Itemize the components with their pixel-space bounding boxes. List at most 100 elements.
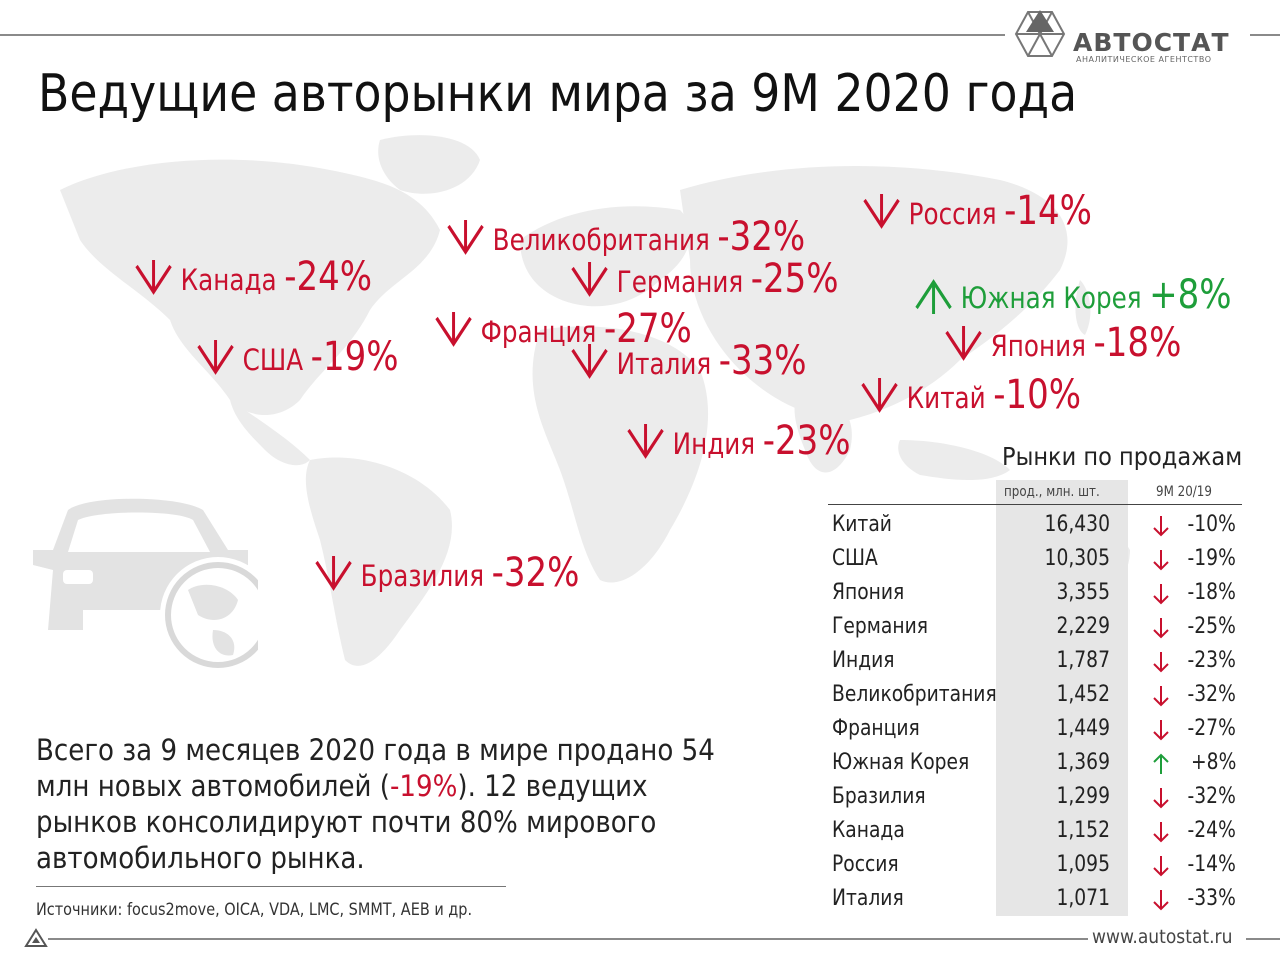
map-label-japan: Япония -18% (944, 320, 1181, 366)
map-label-pct: -19% (310, 334, 399, 380)
table-cell-country: Великобритания (832, 682, 997, 707)
arrow-up-icon (915, 279, 952, 314)
table-cell-country: Китай (832, 512, 892, 537)
map-label-pct: -33% (718, 338, 807, 384)
map-label-name: Франция (480, 315, 597, 349)
arrow-down-icon (1153, 686, 1169, 707)
header-rule (0, 34, 1005, 36)
logo-name: АВТОСТАТ (1073, 28, 1230, 57)
table-header-sales: прод., млн. шт. (1004, 484, 1100, 500)
table-cell-sales: 1,071 (1056, 886, 1110, 911)
arrow-down-icon (945, 326, 982, 361)
table-title: Рынки по продажам (1002, 442, 1243, 471)
map-label-china: Китай -10% (860, 372, 1081, 418)
table-row: Франция 1,449 -27% (828, 712, 1242, 746)
arrow-down-icon (1153, 890, 1169, 911)
map-label-brazil: Бразилия -32% (314, 550, 579, 596)
arrow-down-icon (1153, 516, 1169, 537)
table-cell-country: Италия (832, 886, 904, 911)
map-label-name: США (242, 343, 304, 377)
table-cell-country: Япония (832, 580, 905, 605)
table-cell-change: +8% (1190, 750, 1236, 775)
table-cell-change: -33% (1187, 886, 1236, 911)
table-cell-change: -19% (1187, 546, 1236, 571)
arrow-down-icon (571, 344, 608, 379)
summary-text: Всего за 9 месяцев 2020 года в мире прод… (36, 732, 738, 876)
arrow-down-icon (315, 556, 352, 591)
table-cell-change: -23% (1187, 648, 1236, 673)
autostat-logo-icon (1014, 10, 1066, 57)
table-row: Южная Корея 1,369 +8% (828, 746, 1242, 780)
map-label-germany: Германия -25% (570, 256, 839, 302)
footer-rule (48, 938, 1088, 940)
summary-part2: ). 12 ведущих рынков консолидируют почти… (36, 769, 657, 875)
table-row: США 10,305 -19% (828, 542, 1242, 576)
table-cell-sales: 1,369 (1056, 750, 1110, 775)
map-label-pct: +8% (1149, 272, 1232, 318)
map-label-name: Италия (616, 347, 712, 381)
map-label-pct: -10% (993, 372, 1082, 418)
page-title: Ведущие авторынки мира за 9М 2020 года (38, 64, 1078, 124)
arrow-down-icon (1153, 550, 1169, 571)
world-map (60, 135, 1130, 666)
table-cell-change: -18% (1187, 580, 1236, 605)
table-cell-country: Канада (832, 818, 905, 843)
table-row: Германия 2,229 -25% (828, 610, 1242, 644)
table-header-rule (828, 504, 1242, 505)
arrow-down-icon (863, 194, 900, 229)
table-cell-sales: 1,095 (1056, 852, 1110, 877)
logo-subtitle: АНАЛИТИЧЕСКОЕ АГЕНТСТВО (1076, 55, 1212, 64)
map-label-name: Индия (672, 427, 756, 461)
table-row: Италия 1,071 -33% (828, 882, 1242, 916)
table-cell-change: -32% (1187, 682, 1236, 707)
table-cell-change: -10% (1187, 512, 1236, 537)
table-cell-country: Россия (832, 852, 899, 877)
arrow-down-icon (1153, 720, 1169, 741)
footer-rule-right (1246, 938, 1280, 940)
table-cell-country: Франция (832, 716, 920, 741)
arrow-down-icon (861, 378, 898, 413)
map-label-name: Япония (990, 329, 1086, 363)
table-cell-country: США (832, 546, 878, 571)
table-row: Россия 1,095 -14% (828, 848, 1242, 882)
table-cell-change: -25% (1187, 614, 1236, 639)
table-cell-change: -24% (1187, 818, 1236, 843)
website-link[interactable]: www.autostat.ru (1092, 926, 1233, 948)
arrow-down-icon (1153, 788, 1169, 809)
arrow-down-icon (197, 340, 234, 375)
arrow-down-icon (1153, 584, 1169, 605)
map-label-name: Южная Корея (960, 281, 1142, 315)
table-cell-sales: 1,449 (1056, 716, 1110, 741)
map-label-name: Бразилия (360, 559, 485, 593)
arrow-down-icon (1153, 856, 1169, 877)
map-label-pct: -24% (284, 254, 373, 300)
table-sales-column-shade (996, 480, 1128, 916)
arrow-down-icon (435, 312, 472, 347)
map-label-pct: -32% (717, 214, 806, 260)
arrow-down-icon (1153, 822, 1169, 843)
table-cell-change: -27% (1187, 716, 1236, 741)
header-rule-right (1250, 34, 1280, 36)
map-label-name: Канада (180, 263, 277, 297)
table-cell-country: Южная Корея (832, 750, 970, 775)
summary-part1: Всего за 9 месяцев 2020 года в мире прод… (36, 733, 715, 803)
table-row: Китай 16,430 -10% (828, 508, 1242, 542)
table-cell-sales: 1,152 (1056, 818, 1110, 843)
map-label-italy: Италия -33% (570, 338, 807, 384)
arrow-down-icon (1153, 618, 1169, 639)
map-label-name: Великобритания (492, 223, 710, 257)
map-label-pct: -14% (1004, 188, 1092, 234)
table-cell-sales: 10,305 (1044, 546, 1110, 571)
table-cell-sales: 16,430 (1044, 512, 1110, 537)
arrow-down-icon (135, 260, 172, 295)
table-header-change: 9М 20/19 (1156, 484, 1212, 500)
table-row: Бразилия 1,299 -32% (828, 780, 1242, 814)
sources-text: Источники: focus2move, OICA, VDA, LMC, S… (36, 900, 473, 920)
map-label-south-korea: Южная Корея +8% (914, 272, 1232, 318)
table-cell-sales: 1,787 (1056, 648, 1110, 673)
arrow-down-icon (1153, 652, 1169, 673)
map-label-india: Индия -23% (626, 418, 851, 464)
map-label-canada: Канада -24% (134, 254, 372, 300)
table-row: Великобритания 1,452 -32% (828, 678, 1242, 712)
map-label-pct: -23% (762, 418, 851, 464)
